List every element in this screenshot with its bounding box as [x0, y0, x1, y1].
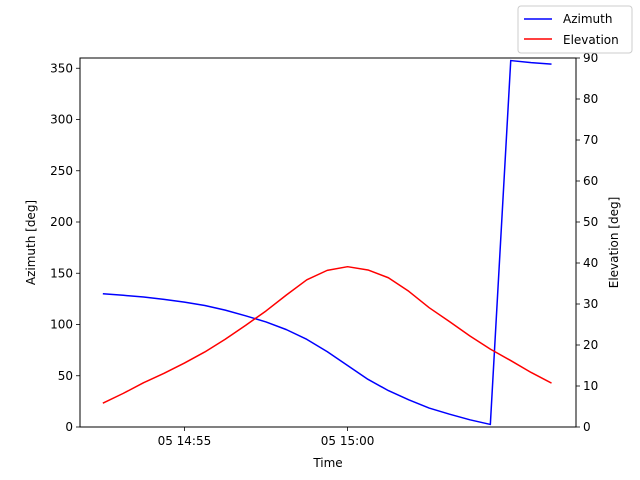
legend-box: [517, 5, 633, 54]
legend-label-elevation: Elevation: [563, 33, 619, 47]
left-axis-tick-label: 250: [50, 164, 73, 178]
right-axis-tick-label: 20: [583, 338, 598, 352]
left-axis-tick-label: 300: [50, 113, 73, 127]
left-axis-tick-label: 150: [50, 266, 73, 280]
right-axis-label: Elevation [deg]: [607, 197, 621, 289]
left-axis-ticks: 0 50 100 150 200 250 300 350: [50, 61, 80, 434]
left-axis-tick-label: 200: [50, 215, 73, 229]
x-axis-ticks: 05 14:55 05 15:00: [158, 427, 375, 448]
left-axis-tick-label: 100: [50, 318, 73, 332]
left-axis-tick-label: 350: [50, 61, 73, 75]
series-line-elevation: [102, 265, 552, 404]
left-axis-tick-label: 0: [65, 420, 73, 434]
legend: Azimuth Elevation: [517, 5, 633, 54]
right-axis-tick-label: 0: [583, 420, 591, 434]
x-axis-label: Time: [312, 456, 342, 470]
left-axis-tick-label: 50: [58, 369, 73, 383]
legend-label-azimuth: Azimuth: [563, 12, 612, 26]
right-axis-tick-label: 60: [583, 174, 598, 188]
right-axis-tick-label: 80: [583, 92, 598, 106]
right-axis-tick-label: 30: [583, 297, 598, 311]
x-axis-tick-label: 05 15:00: [321, 434, 375, 448]
right-axis-tick-label: 90: [583, 51, 598, 65]
series-lines: [102, 59, 552, 426]
right-axis-tick-label: 40: [583, 256, 598, 270]
right-axis-tick-label: 50: [583, 215, 598, 229]
plot-frame: [79, 57, 577, 428]
right-axis-tick-label: 70: [583, 133, 598, 147]
right-axis-tick-label: 10: [583, 379, 598, 393]
x-axis-tick-label: 05 14:55: [158, 434, 212, 448]
right-axis-ticks: 0 10 20 30 40 50 60 70 80 90: [576, 51, 598, 434]
left-axis-label: Azimuth [deg]: [24, 200, 38, 285]
series-line-azimuth: [102, 59, 552, 426]
